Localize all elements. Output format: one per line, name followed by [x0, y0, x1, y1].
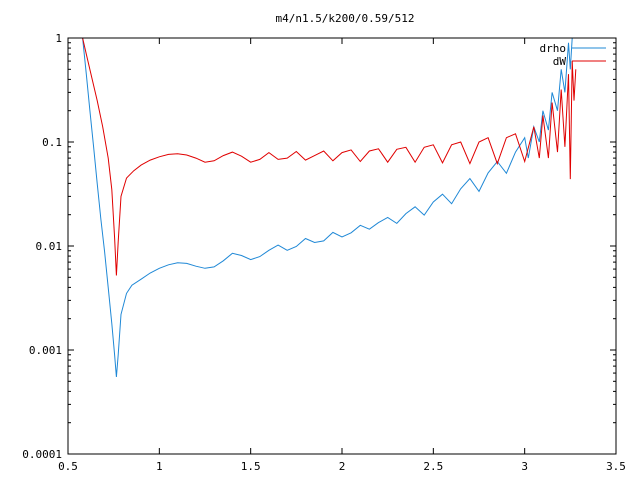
legend-label: drho — [540, 42, 567, 55]
y-tick-label: 0.1 — [42, 136, 62, 149]
x-tick-label: 1.5 — [241, 460, 261, 473]
x-tick-label: 3.5 — [606, 460, 626, 473]
series-line-drho — [82, 38, 573, 378]
plot-frame — [67, 37, 617, 455]
chart-title: m4/n1.5/k200/0.59/512 — [275, 12, 414, 25]
y-tick-label: 1 — [55, 32, 62, 45]
series-layer — [82, 38, 577, 378]
y-tick-label: 0.01 — [36, 240, 63, 253]
ticks-layer: 0.5 1 1.5 2 2.5 3 3.5 1 0.1 0.01 0.001 0.0001 — [22, 32, 626, 473]
x-tick-label: 2 — [339, 460, 346, 473]
series-line-dW — [82, 38, 577, 276]
x-tick-label: 0.5 — [58, 460, 78, 473]
legend-label: dW — [553, 55, 567, 68]
y-tick-label: 0.0001 — [22, 448, 62, 461]
x-tick-label: 1 — [156, 460, 163, 473]
x-tick-label: 2.5 — [423, 460, 443, 473]
y-tick-label: 0.001 — [29, 344, 62, 357]
x-tick-label: 3 — [521, 460, 528, 473]
